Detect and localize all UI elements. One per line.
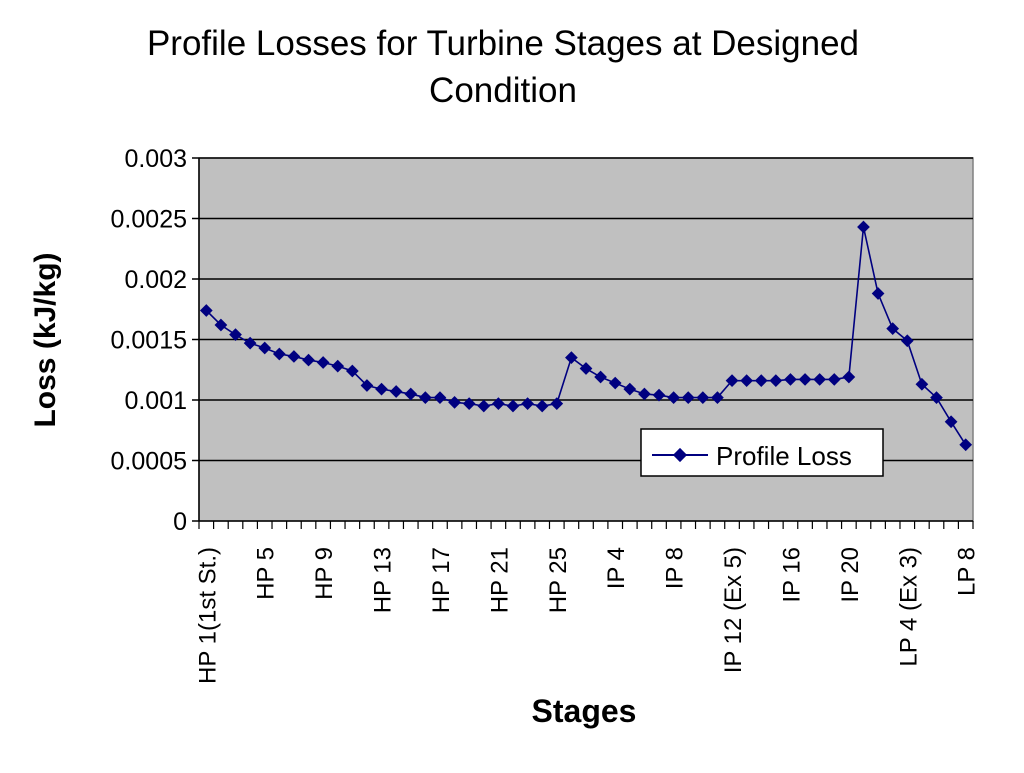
data-point [199,304,213,317]
data-point [930,391,943,404]
data-point [389,385,403,398]
x-tick-label: HP 1(1st St.) [194,547,221,684]
legend-marker [672,447,688,463]
y-tick-label: 0.003 [124,145,187,173]
legend-label: Profile Loss [716,441,852,471]
x-axis-label: Stages [532,693,637,729]
x-tick-label: IP 16 [778,547,805,603]
y-tick-label: 0.0005 [111,448,187,476]
x-tick-label: HP 21 [486,547,513,613]
y-axis: 0 0.0005 0.001 0.0015 0.002 0.0025 0.003 [111,145,200,536]
x-tick-label: IP 8 [662,547,689,589]
data-point [784,373,797,386]
data-point [272,347,286,361]
data-point [316,356,330,369]
data-point [769,374,783,388]
data-point [448,396,461,409]
x-tick-label: LP 8 [954,547,981,596]
data-point [418,391,432,404]
x-tick-label: IP 4 [603,547,630,589]
x-tick-label: IP 20 [837,547,864,603]
data-point [243,336,257,350]
x-tick-label: HP 25 [545,547,572,613]
data-point [900,334,914,348]
x-tick-label: HP 5 [253,547,280,600]
data-point [331,359,345,373]
data-point [667,391,680,404]
legend: Profile Loss [640,428,884,477]
chart-title-line-2: Condition [429,71,577,110]
y-tick-label: 0.002 [124,266,187,294]
data-point [871,287,885,300]
x-tick-label: LP 4 (Ex 3) [895,547,922,667]
data-point [433,391,447,404]
data-point [521,397,534,410]
data-point [915,377,929,391]
x-tick-label: HP 13 [370,547,397,613]
data-point [535,399,549,413]
data-point [798,373,812,386]
data-point [258,341,272,355]
data-point [506,399,520,413]
data-point [462,397,476,410]
data-point [214,318,228,332]
data-point [623,382,637,396]
data-point [886,322,900,335]
x-tick-label: HP 9 [311,547,338,600]
data-point [638,387,651,401]
data-point [652,388,666,402]
y-tick-label: 0 [173,508,187,536]
data-point [375,382,388,396]
data-point [754,374,768,388]
y-tick-label: 0.0015 [111,327,187,355]
y-tick-label: 0.001 [124,387,187,415]
x-axis: HP 1(1st St.) HP 5 HP 9 HP 13 HP 17 HP 21 HP 2… [194,520,981,684]
data-point [229,328,242,342]
y-tick-label: 0.0025 [111,206,187,234]
x-tick-label: HP 17 [428,547,455,613]
data-point [287,350,301,363]
chart-title-line-1: Profile Losses for Turbine Stages at Des… [147,24,859,63]
x-tick-label: IP 12 (Ex 5) [720,547,747,673]
data-point [857,220,870,234]
y-axis-label: Loss (kJ/kg) [29,252,62,427]
